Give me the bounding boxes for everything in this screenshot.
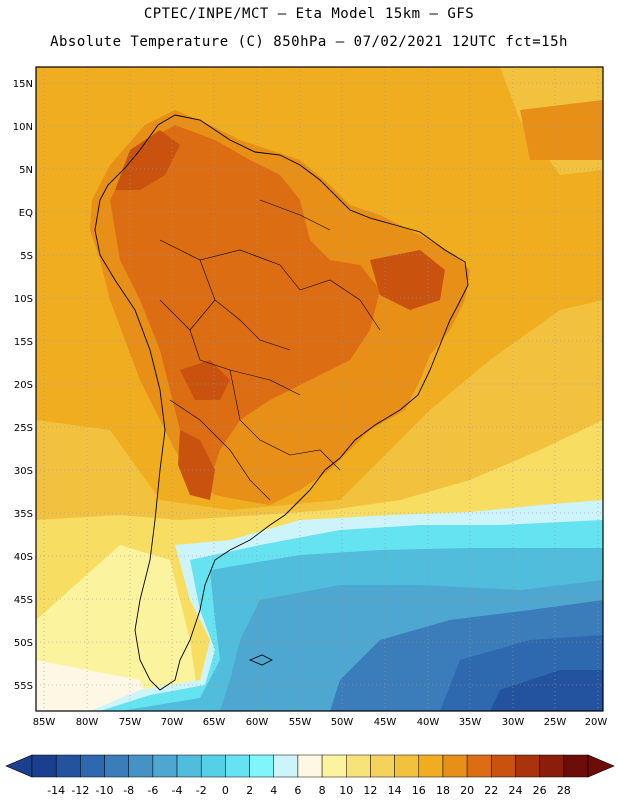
colorbar-label: 16 <box>412 784 426 797</box>
lat-label: 20S <box>14 380 33 391</box>
land-hot <box>110 125 380 480</box>
colorbar-label: -14 <box>47 784 65 797</box>
colorbar-boxes <box>5 754 615 778</box>
colorbar-box <box>346 754 371 778</box>
colorbar-box <box>225 754 250 778</box>
colorbar-label: 14 <box>388 784 402 797</box>
country-borders <box>159 199 381 501</box>
colorbar-label: 6 <box>294 784 301 797</box>
colorbar-box <box>297 754 323 778</box>
colorbar-box <box>539 754 565 778</box>
lat-label: 5S <box>20 251 33 262</box>
colorbar-box <box>80 754 105 778</box>
lon-label: 55W <box>289 717 312 728</box>
lon-label: 30W <box>502 717 525 728</box>
colorbar-arrow-right <box>587 754 615 778</box>
colorbar-label: -4 <box>172 784 183 797</box>
colorbar-box <box>31 754 57 778</box>
northwest-hot-core <box>115 130 180 190</box>
colorbar-box <box>370 754 395 778</box>
colorbar-box <box>128 754 154 778</box>
lon-label: 35W <box>459 717 482 728</box>
colorbar-box <box>249 754 274 778</box>
lat-label: 35S <box>14 509 33 520</box>
lat-label: 15N <box>13 79 33 90</box>
colorbar-box <box>104 754 129 778</box>
colorbar-box <box>200 754 226 778</box>
colorbar-arrow-left <box>5 754 33 778</box>
colorbar: -14 -12 -10 -8 -6 -4 -2 0 2 4 6 8 10 12 … <box>5 754 615 797</box>
lat-label: 25S <box>14 423 33 434</box>
argentina-hot-core <box>178 430 215 500</box>
lat-label: 50S <box>14 638 33 649</box>
lon-label: 40W <box>417 717 440 728</box>
colorbar-label: 28 <box>557 784 571 797</box>
colorbar-label: 12 <box>363 784 377 797</box>
lat-label: 40S <box>14 552 33 563</box>
continent-outline <box>94 114 469 691</box>
colorbar-label: 4 <box>270 784 277 797</box>
colorbar-box <box>152 754 178 778</box>
falklands-outline <box>248 654 273 666</box>
lon-label: 70W <box>161 717 184 728</box>
colorbar-box <box>418 754 444 778</box>
lat-label: EQ <box>19 208 33 219</box>
colorbar-box <box>563 754 589 778</box>
map-frame <box>35 66 604 712</box>
colorbar-box <box>273 754 299 778</box>
colorbar-label: 8 <box>319 784 326 797</box>
lon-label: 80W <box>76 717 99 728</box>
lon-label: 75W <box>119 717 142 728</box>
lat-label: 30S <box>14 466 33 477</box>
title-line-1: CPTEC/INPE/MCT – Eta Model 15km – GFS <box>143 6 475 22</box>
colorbar-label: -6 <box>147 784 158 797</box>
colorbar-label: 22 <box>484 784 498 797</box>
colorbar-label: -8 <box>123 784 134 797</box>
lon-label: 20W <box>585 717 608 728</box>
ne-warm-patch <box>520 100 603 160</box>
colorbar-label: -10 <box>96 784 114 797</box>
lat-label: 10N <box>13 122 33 133</box>
lon-label: 50W <box>331 717 354 728</box>
lon-label: 60W <box>246 717 269 728</box>
lat-label: 10S <box>14 294 33 305</box>
lat-label: 45S <box>14 595 33 606</box>
colorbar-box <box>394 754 420 778</box>
colorbar-box <box>466 754 492 778</box>
colorbar-box <box>321 754 347 778</box>
ocean-cold-6 <box>490 670 603 711</box>
field-layer <box>36 67 603 711</box>
colorbar-label: 26 <box>533 784 547 797</box>
chaco-hot-core <box>180 360 230 400</box>
lon-label: 25W <box>544 717 567 728</box>
colorbar-box <box>491 754 516 778</box>
colorbar-label: -12 <box>71 784 89 797</box>
colorbar-label: 2 <box>246 784 253 797</box>
colorbar-box <box>515 754 540 778</box>
lon-label: 65W <box>203 717 226 728</box>
brazil-ne-hot-core <box>370 250 445 310</box>
grid-lines <box>36 67 603 711</box>
lon-label: 45W <box>374 717 397 728</box>
colorbar-label: 18 <box>436 784 450 797</box>
colorbar-box <box>176 754 202 778</box>
colorbar-label: 24 <box>508 784 522 797</box>
colorbar-box <box>442 754 468 778</box>
colorbar-label: 0 <box>222 784 229 797</box>
lon-label: 85W <box>33 717 56 728</box>
title-line-2: Absolute Temperature (C) 850hPa – 07/02/… <box>50 34 568 50</box>
lat-label: 5N <box>19 165 33 176</box>
colorbar-label: 10 <box>339 784 353 797</box>
colorbar-box <box>55 754 81 778</box>
lat-label: 15S <box>14 337 33 348</box>
colorbar-label: 20 <box>460 784 474 797</box>
lat-label: 55S <box>14 681 33 692</box>
colorbar-labels: -14 -12 -10 -8 -6 -4 -2 0 2 4 6 8 10 12 … <box>47 784 571 797</box>
colorbar-label: -2 <box>196 784 207 797</box>
